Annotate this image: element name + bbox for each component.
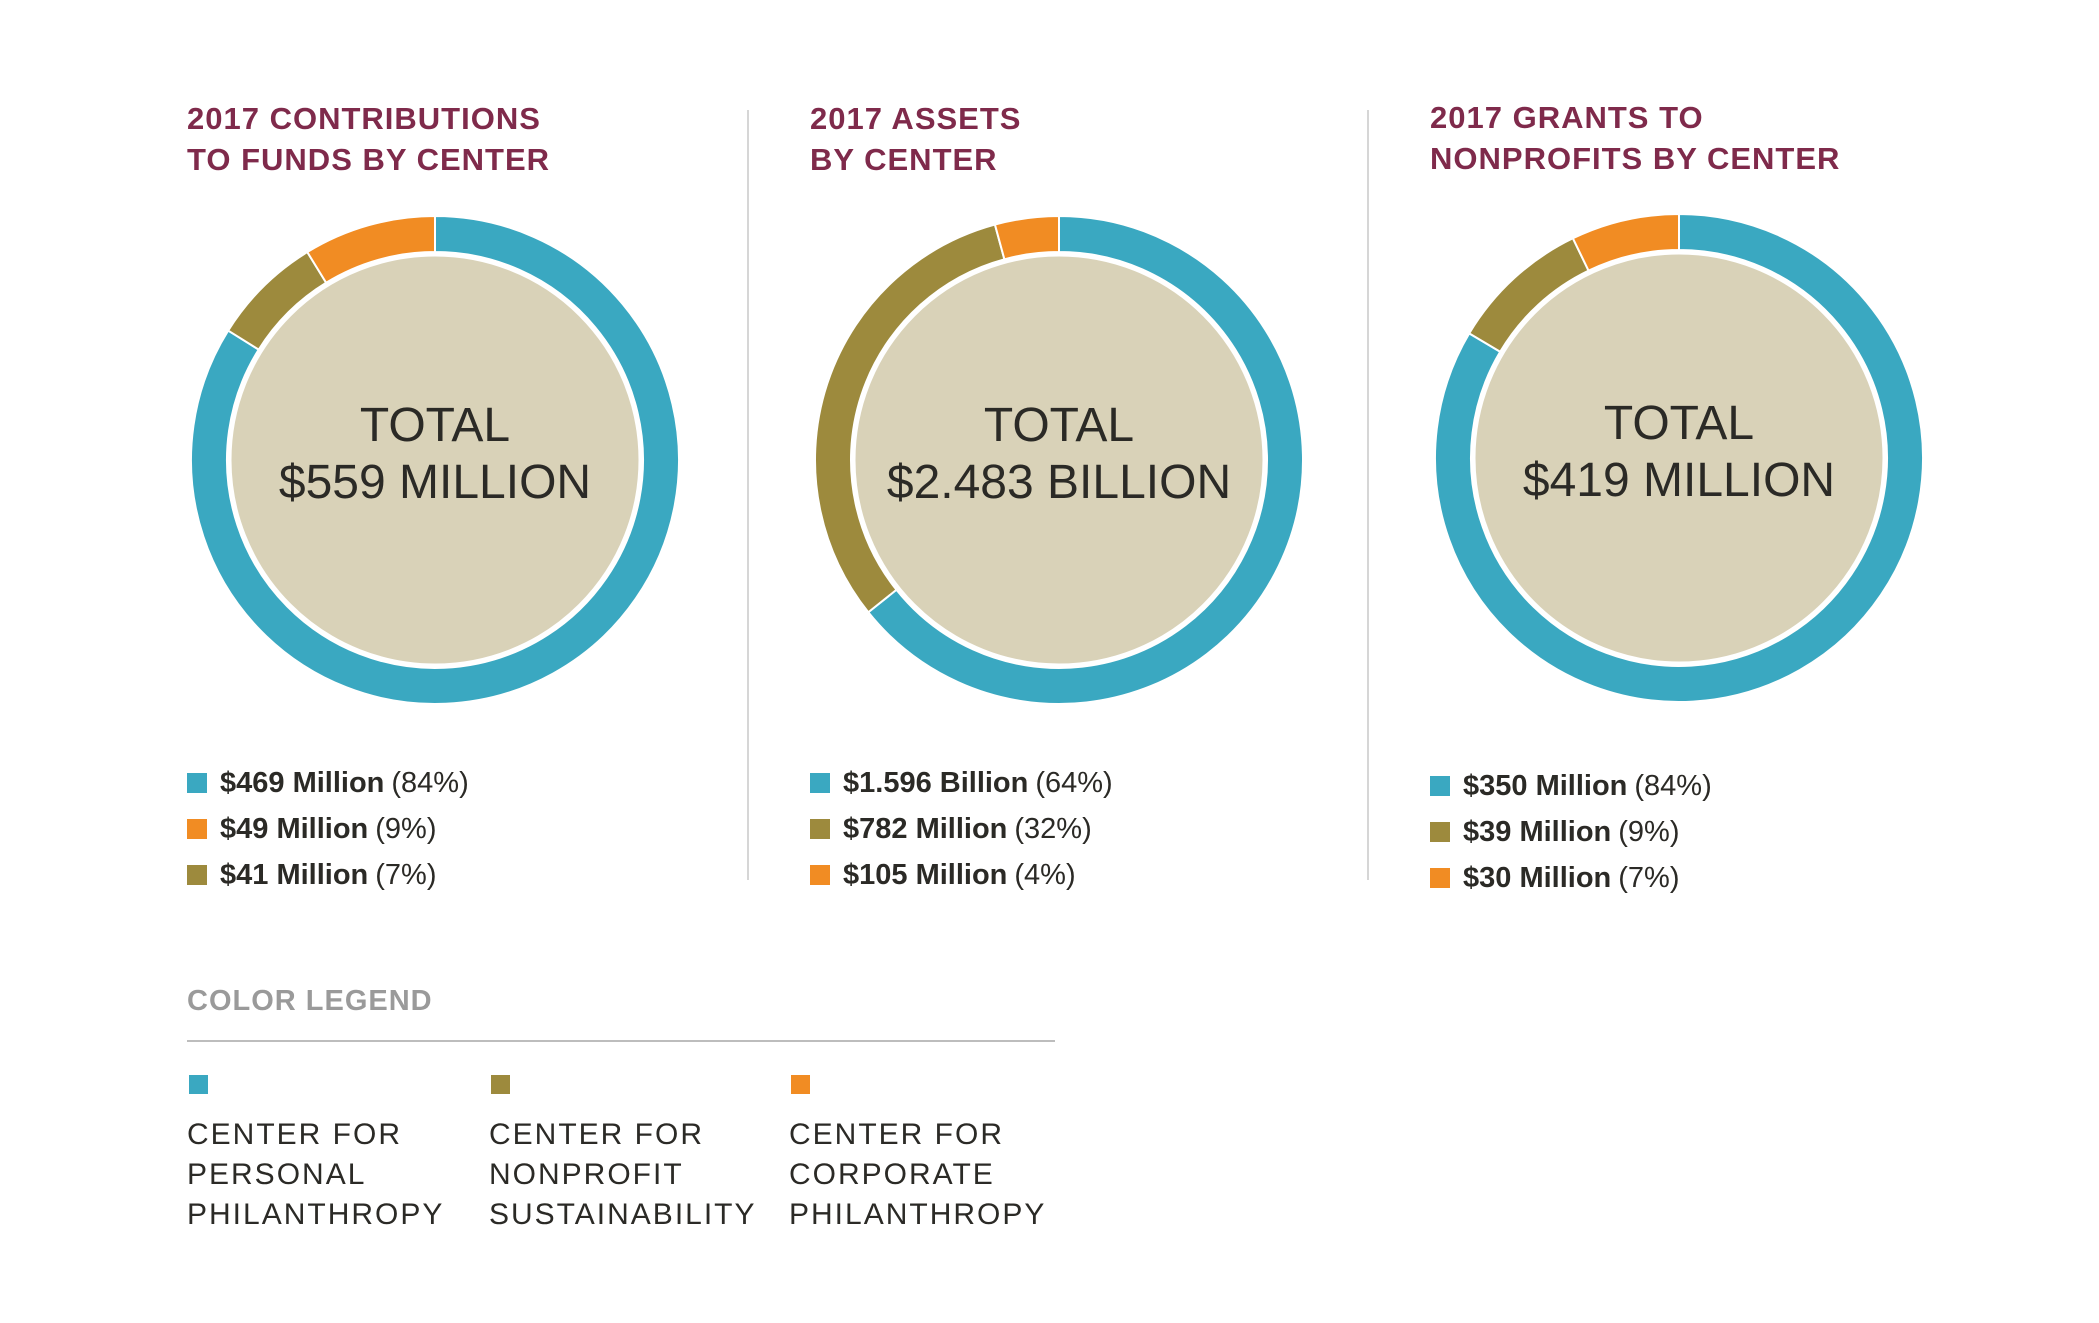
breakdown-percent: (84%) [391, 767, 469, 799]
chart-panel-grants: 2017 GRANTS TO NONPROFITS BY CENTER TOTA… [1430, 0, 2090, 940]
chart-title-line: NONPROFITS BY CENTER [1430, 141, 1841, 176]
chart-title-line: 2017 CONTRIBUTIONS [187, 101, 541, 136]
donut-center [228, 253, 642, 667]
chart-title-line: 2017 ASSETS [810, 101, 1022, 136]
breakdown-amount: $39 Million [1463, 816, 1612, 848]
breakdown-percent: (84%) [1634, 770, 1712, 802]
panel-divider [1367, 110, 1369, 880]
donut-slice-personal [1434, 212, 1924, 703]
breakdown-amount: $350 Million [1463, 770, 1628, 802]
chart-title: 2017 CONTRIBUTIONS TO FUNDS BY CENTER [187, 98, 807, 180]
legend-label-line: PERSONAL [187, 1158, 367, 1191]
breakdown-item: $782 Million (32%) [810, 806, 1113, 852]
breakdown-percent: (7%) [375, 859, 437, 891]
donut-chart [814, 214, 1304, 705]
chart-panel-contributions: 2017 CONTRIBUTIONS TO FUNDS BY CENTER TO… [187, 0, 847, 940]
chart-title: 2017 ASSETS BY CENTER [810, 98, 1430, 180]
breakdown-percent: (32%) [1014, 813, 1092, 845]
color-swatch [189, 1075, 208, 1094]
donut-slice-personal [190, 214, 680, 705]
breakdown-item: $49 Million (9%) [187, 806, 469, 852]
legend-label-line: PHILANTHROPY [789, 1198, 1047, 1231]
breakdown-item: $350 Million (84%) [1430, 763, 1712, 809]
chart-title: 2017 GRANTS TO NONPROFITS BY CENTER [1430, 97, 2050, 179]
breakdown-item: $1.596 Billion (64%) [810, 760, 1113, 806]
chart-title-line: 2017 GRANTS TO [1430, 100, 1704, 135]
donut-chart [190, 214, 680, 705]
breakdown-amount: $469 Million [220, 767, 385, 799]
donut-center [1472, 251, 1886, 665]
color-swatch [791, 1075, 810, 1094]
color-swatch [1430, 868, 1450, 888]
legend-label: CENTER FOR PERSONAL PHILANTHROPY [187, 1115, 444, 1235]
color-swatch [1430, 776, 1450, 796]
donut-slice-personal [866, 214, 1304, 705]
color-swatch [187, 865, 207, 885]
breakdown-amount: $41 Million [220, 859, 369, 891]
breakdown-amount: $1.596 Billion [843, 767, 1029, 799]
color-swatch [810, 865, 830, 885]
breakdown-item: $469 Million (84%) [187, 760, 469, 806]
breakdown-percent: (9%) [375, 813, 437, 845]
total-label-value: $419 MILLION [1522, 454, 1836, 507]
legend-title: COLOR LEGEND [187, 985, 433, 1017]
total-label-value: $559 MILLION [278, 456, 592, 509]
color-swatch [810, 819, 830, 839]
breakdown-percent: (64%) [1035, 767, 1113, 799]
chart-total-label: TOTAL $559 MILLION [215, 397, 655, 511]
legend-label-line: SUSTAINABILITY [489, 1198, 757, 1231]
breakdown-list: $469 Million (84%) $49 Million (9%) $41 Mi… [187, 760, 469, 898]
legend-label-line: NONPROFIT [489, 1158, 684, 1191]
donut-chart [1434, 212, 1924, 703]
donut-slice-corporate [993, 214, 1060, 261]
legend-label: CENTER FOR CORPORATE PHILANTHROPY [789, 1115, 1046, 1235]
color-swatch [187, 819, 207, 839]
chart-total-label: TOTAL $419 MILLION [1459, 395, 1899, 509]
legend-label: CENTER FOR NONPROFIT SUSTAINABILITY [489, 1115, 757, 1235]
breakdown-percent: (7%) [1618, 862, 1680, 894]
total-label-line: TOTAL [1603, 397, 1755, 450]
total-label-value: $2.483 BILLION [886, 456, 1232, 509]
breakdown-percent: (4%) [1014, 859, 1076, 891]
breakdown-percent: (9%) [1618, 816, 1680, 848]
breakdown-amount: $30 Million [1463, 862, 1612, 894]
legend-label-line: CENTER FOR [789, 1118, 1004, 1151]
color-swatch [810, 773, 830, 793]
breakdown-amount: $105 Million [843, 859, 1008, 891]
breakdown-list: $1.596 Billion (64%) $782 Million (32%) $1… [810, 760, 1113, 898]
legend-label-line: CENTER FOR [489, 1118, 704, 1151]
total-label-line: TOTAL [983, 399, 1135, 452]
breakdown-amount: $782 Million [843, 813, 1008, 845]
legend-label-line: CORPORATE [789, 1158, 995, 1191]
legend-divider [187, 1040, 1055, 1042]
legend-label-line: CENTER FOR [187, 1118, 402, 1151]
legend-label-line: PHILANTHROPY [187, 1198, 445, 1231]
chart-total-label: TOTAL $2.483 BILLION [839, 397, 1279, 511]
donut-center [852, 253, 1266, 667]
chart-title-line: BY CENTER [810, 142, 998, 177]
color-legend: COLOR LEGEND CENTER FOR PERSONAL PHILANT… [187, 985, 1057, 1245]
color-swatch [491, 1075, 510, 1094]
donut-slice-corporate [1571, 212, 1680, 273]
breakdown-item: $30 Million (7%) [1430, 855, 1712, 901]
color-swatch [187, 773, 207, 793]
breakdown-list: $350 Million (84%) $39 Million (9%) $30 Mi… [1430, 763, 1712, 901]
color-swatch [1430, 822, 1450, 842]
donut-slice-corporate [305, 214, 436, 285]
breakdown-amount: $49 Million [220, 813, 369, 845]
breakdown-item: $41 Million (7%) [187, 852, 469, 898]
breakdown-item: $39 Million (9%) [1430, 809, 1712, 855]
breakdown-item: $105 Million (4%) [810, 852, 1113, 898]
chart-title-line: TO FUNDS BY CENTER [187, 142, 551, 177]
chart-panel-assets: 2017 ASSETS BY CENTER TOTAL $2.483 BILLI… [810, 0, 1470, 940]
panel-divider [747, 110, 749, 880]
total-label-line: TOTAL [359, 399, 511, 452]
